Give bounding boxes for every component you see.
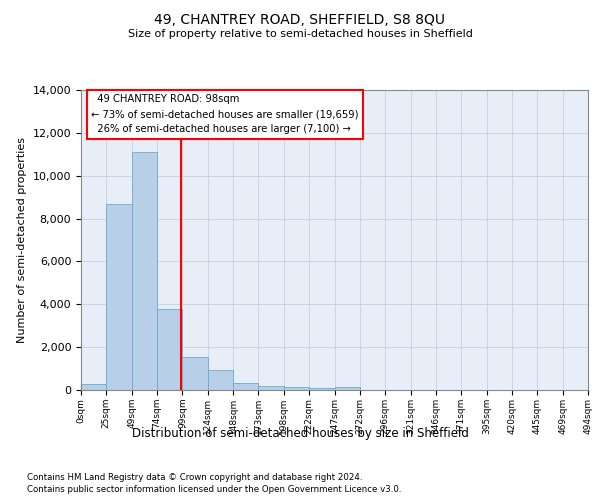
Text: 49, CHANTREY ROAD, SHEFFIELD, S8 8QU: 49, CHANTREY ROAD, SHEFFIELD, S8 8QU (155, 12, 445, 26)
Bar (259, 386, 284, 390)
Bar (106, 204, 132, 390)
Bar (284, 387, 309, 390)
Bar (335, 387, 360, 390)
Y-axis label: Number of semi-detached properties: Number of semi-detached properties (17, 137, 27, 343)
Text: 49 CHANTREY ROAD: 98sqm
← 73% of semi-detached houses are smaller (19,659)
  26%: 49 CHANTREY ROAD: 98sqm ← 73% of semi-de… (91, 94, 359, 134)
Text: Contains public sector information licensed under the Open Government Licence v3: Contains public sector information licen… (27, 485, 401, 494)
Bar (157, 308, 182, 390)
Bar (182, 357, 208, 390)
Text: Contains HM Land Registry data © Crown copyright and database right 2024.: Contains HM Land Registry data © Crown c… (27, 472, 362, 482)
Bar (81, 384, 106, 390)
Text: Distribution of semi-detached houses by size in Sheffield: Distribution of semi-detached houses by … (131, 428, 469, 440)
Bar (309, 388, 335, 390)
Text: Size of property relative to semi-detached houses in Sheffield: Size of property relative to semi-detach… (128, 29, 472, 39)
Bar (132, 152, 157, 390)
Bar (233, 382, 259, 390)
Bar (208, 370, 233, 390)
